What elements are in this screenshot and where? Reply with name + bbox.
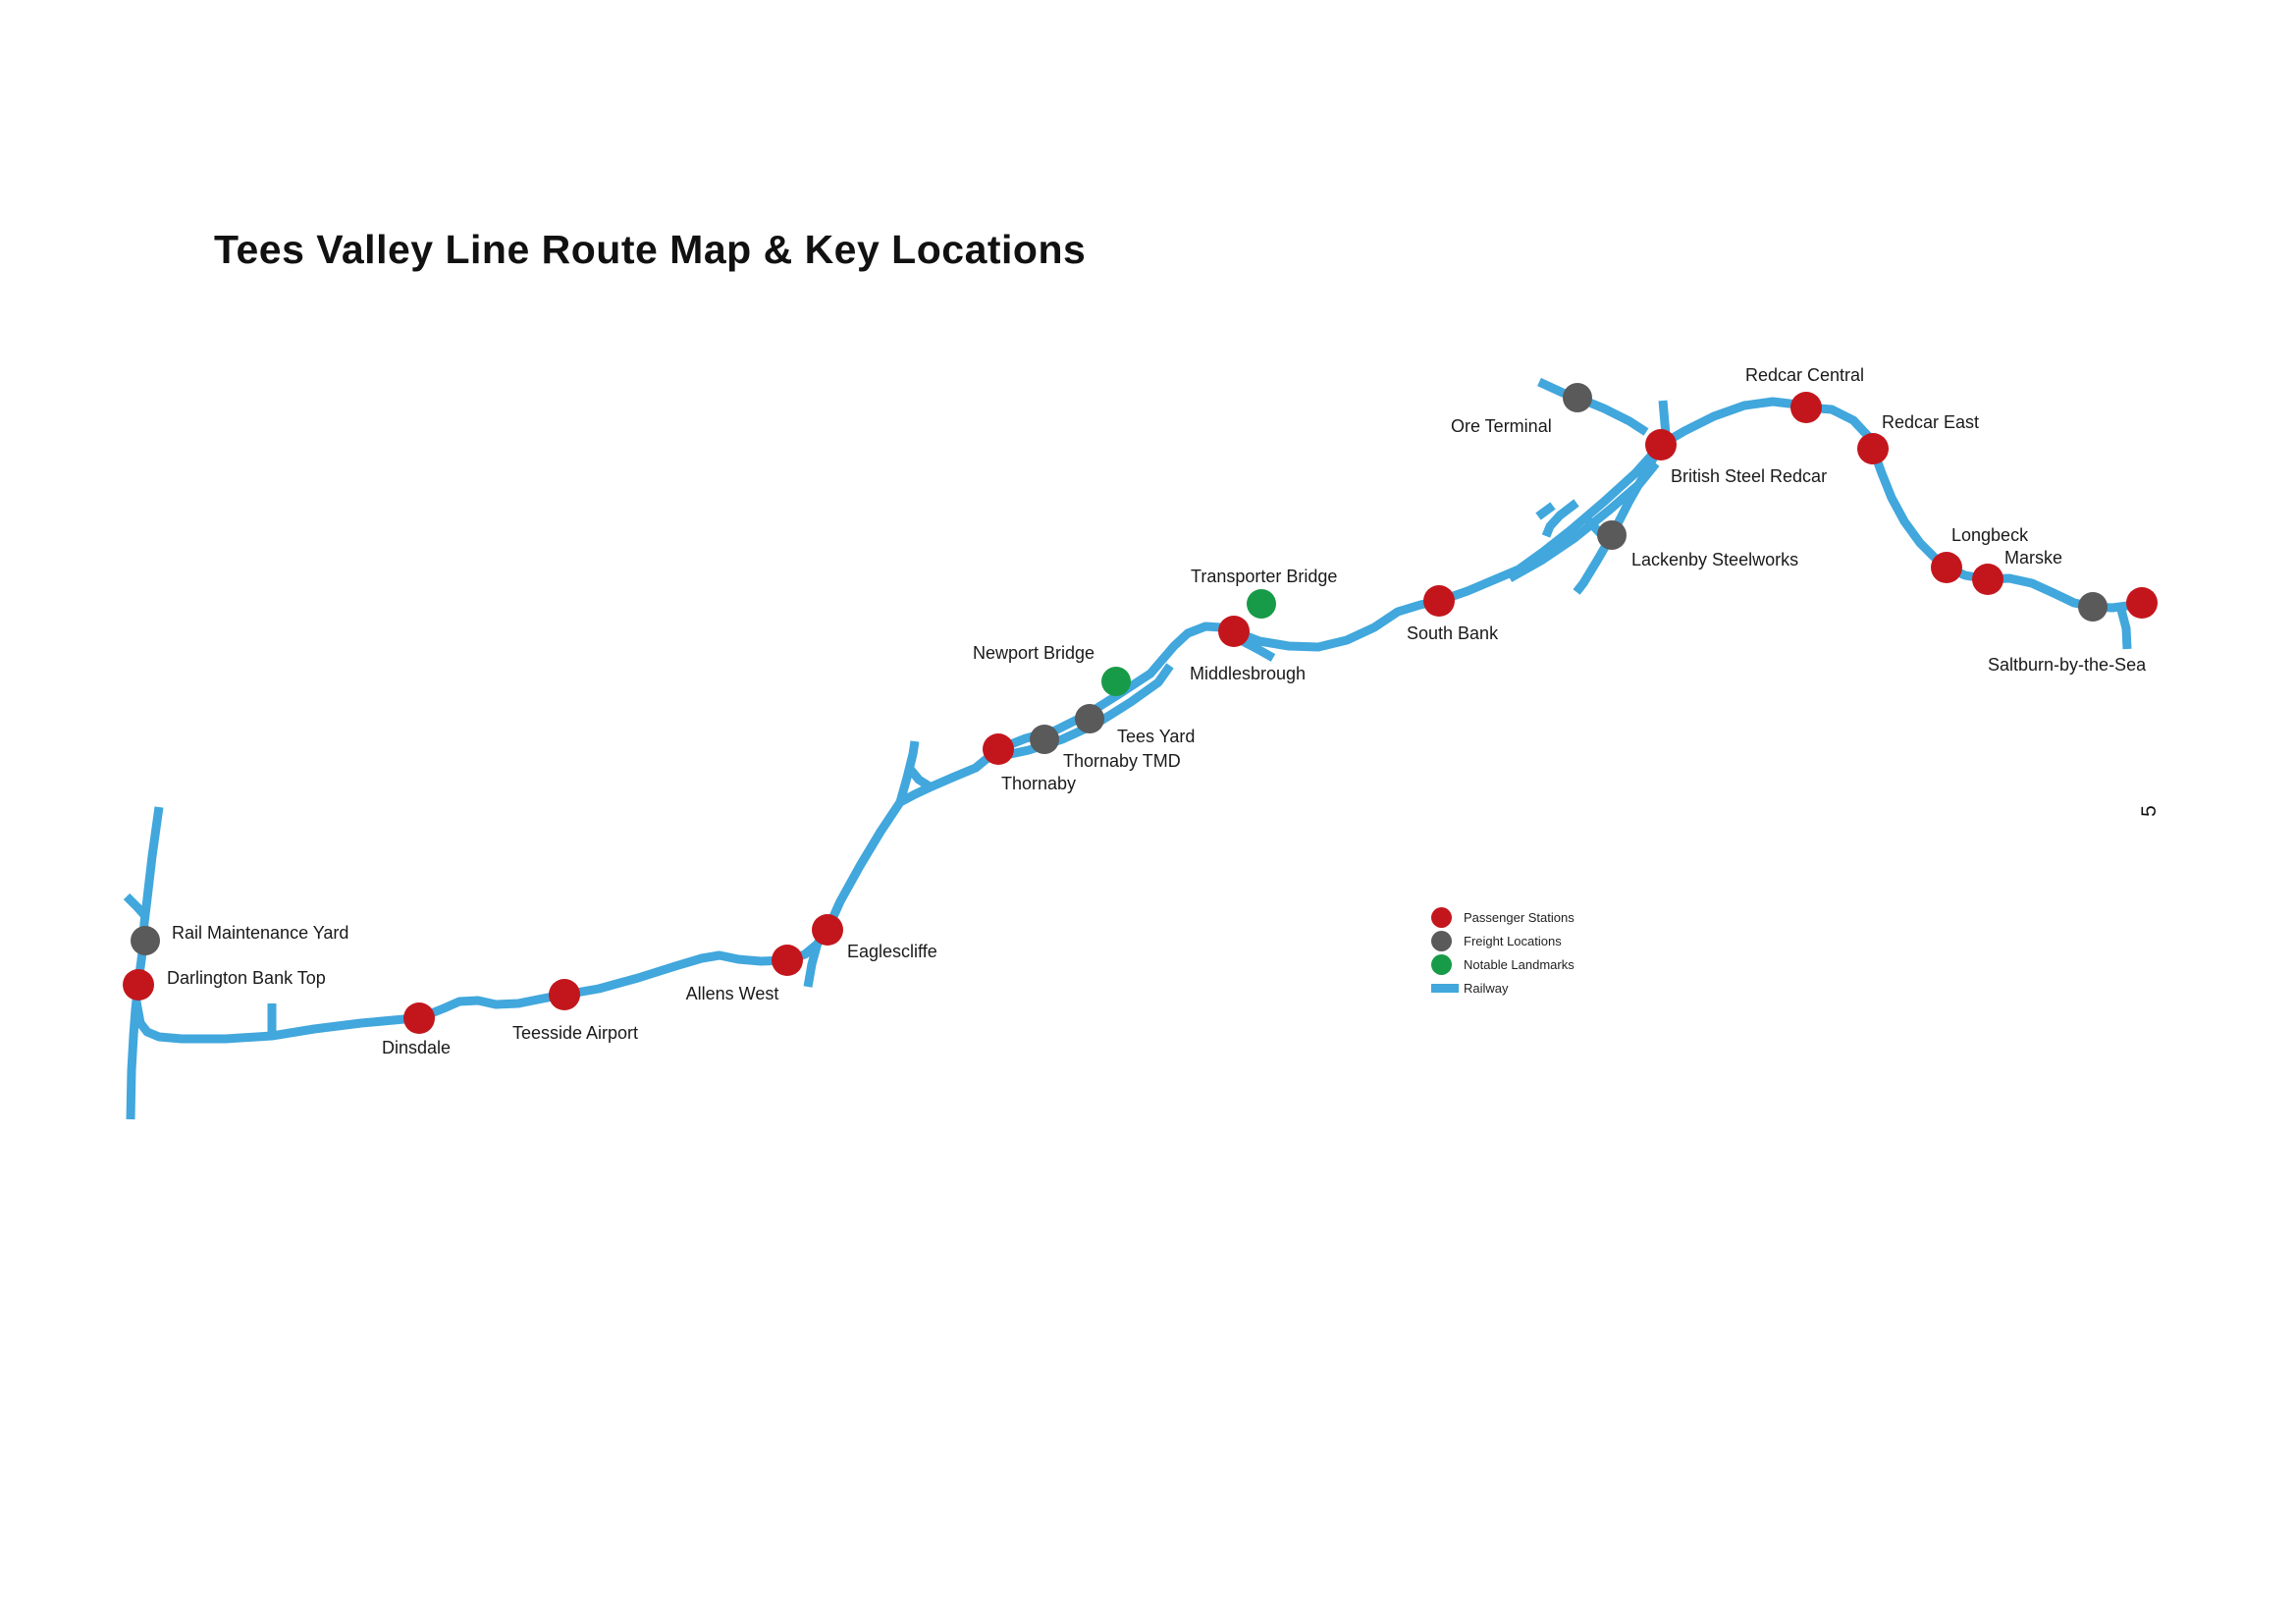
darlington-bank-top-marker [123,969,154,1001]
legend: Passenger Stations Freight Locations Not… [1431,905,1575,1000]
railway-segment [123,893,149,919]
notable-landmark-swatch-icon [1431,953,1452,975]
redcar-central-marker [1790,392,1822,423]
legend-label: Railway [1464,980,1509,996]
railway-segment [823,745,1001,932]
newport-bridge-marker [1101,667,1131,696]
south-bank-label: South Bank [1407,623,1499,643]
railway-segment [1541,499,1579,538]
legend-label: Passenger Stations [1464,909,1575,925]
legend-item-freight-locations: Freight Locations [1431,929,1575,952]
marske-marker [1972,564,2003,595]
legend-label: Notable Landmarks [1464,956,1575,972]
lackenby-steelworks-label: Lackenby Steelworks [1631,550,1798,569]
railway-segment [132,927,831,1044]
tees-yard-marker [1075,704,1104,733]
british-steel-redcar-marker [1645,429,1677,460]
middlesbrough-marker [1218,616,1250,647]
middlesbrough-label: Middlesbrough [1190,664,1306,683]
page-number: 5 [2138,805,2161,817]
newport-bridge-label: Newport Bridge [973,643,1095,663]
marske-label: Marske [2004,548,2062,568]
saltburn-by-the-sea-label: Saltburn-by-the-Sea [1988,655,2147,675]
railway-swatch-icon [1431,983,1459,993]
freight-location-swatch-icon [1431,930,1452,951]
darlington-bank-top-label: Darlington Bank Top [167,968,326,988]
transporter-bridge-marker [1247,589,1276,619]
railway-segment [1658,400,1671,436]
lackenby-steelworks-marker [1597,520,1627,550]
legend-item-passenger-stations: Passenger Stations [1431,905,1575,929]
tees-yard-label: Tees Yard [1117,727,1195,746]
thornaby-tmd-label: Thornaby TMD [1063,751,1181,771]
teesside-airport-label: Teesside Airport [512,1023,638,1043]
railway-segment [2116,608,2132,650]
station-labels: Rail Maintenance Yard Darlington Bank Top… [167,365,2147,1057]
british-steel-redcar-label: British Steel Redcar [1671,466,1827,486]
station-markers [123,383,2158,1034]
railway-segment [126,806,164,1120]
railway-segment [803,941,823,988]
allens-west-marker [772,945,803,976]
ore-terminal-label: Ore Terminal [1451,416,1552,436]
dinsdale-marker [403,1002,435,1034]
south-bank-marker [1423,585,1455,617]
thornaby-label: Thornaby [1001,774,1076,793]
railway-segment [906,766,933,790]
transporter-bridge-label: Transporter Bridge [1191,567,1337,586]
thornaby-marker [983,733,1014,765]
ore-terminal-marker [1563,383,1592,412]
legend-label: Freight Locations [1464,933,1562,948]
redcar-east-label: Redcar East [1882,412,1979,432]
eaglescliffe-marker [812,914,843,946]
rail-maintenance-yard-marker [131,926,160,955]
railway-segment [1537,377,1649,436]
freight-location-unlabeled-marker [2078,592,2108,622]
rail-maintenance-yard-label: Rail Maintenance Yard [172,923,348,943]
longbeck-marker [1931,552,1962,583]
dinsdale-label: Dinsdale [382,1038,451,1057]
allens-west-label: Allens West [686,984,779,1003]
thornaby-tmd-marker [1030,725,1059,754]
page-title: Tees Valley Line Route Map & Key Locatio… [214,227,1087,272]
railway-segment [1658,397,1878,451]
longbeck-label: Longbeck [1951,525,2029,545]
teesside-airport-marker [549,979,580,1010]
saltburn-by-the-sea-marker [2126,587,2158,619]
legend-item-notable-landmarks: Notable Landmarks [1431,952,1575,976]
railway-segment [1535,502,1556,520]
railway-segment [895,740,920,804]
redcar-central-label: Redcar Central [1745,365,1864,385]
passenger-station-swatch-icon [1431,906,1452,928]
legend-item-railway: Railway [1431,976,1575,1000]
railway-segment [1236,635,1276,662]
railway-segment [1232,441,1665,652]
eaglescliffe-label: Eaglescliffe [847,942,937,961]
redcar-east-marker [1857,433,1889,464]
